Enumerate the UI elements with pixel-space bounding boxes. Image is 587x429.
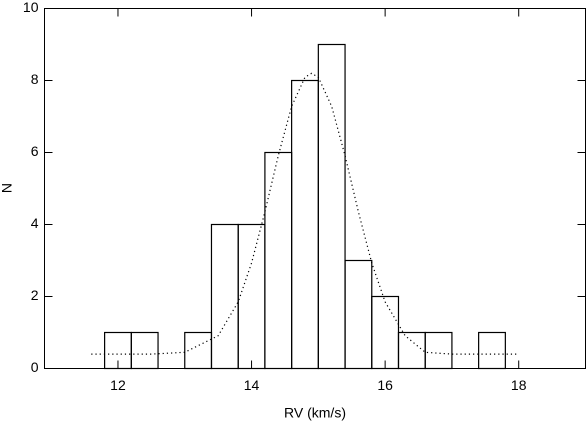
y-tick-label: 0 [31, 359, 39, 375]
bar [317, 43, 346, 370]
bar [291, 79, 319, 370]
bar [397, 331, 426, 370]
y-tick-label: 2 [31, 287, 39, 303]
plot-frame [44, 8, 586, 369]
bar [237, 223, 266, 370]
y-tick-label: 8 [31, 71, 39, 87]
bar [264, 151, 293, 370]
y-tick-label: 6 [31, 143, 39, 159]
fit-curve [91, 72, 519, 355]
bar [184, 331, 213, 370]
x-tick-label: 12 [110, 377, 126, 393]
bar [210, 223, 239, 370]
bar [371, 295, 400, 370]
bar [478, 331, 506, 370]
x-tick-label: 14 [244, 377, 260, 393]
y-axis-label: N [0, 183, 15, 193]
y-tick-label: 4 [31, 215, 39, 231]
bar [344, 259, 373, 370]
x-tick-label: 16 [377, 377, 393, 393]
x-tick-label: 18 [511, 377, 527, 393]
bar [424, 331, 453, 370]
bar [130, 331, 159, 370]
x-axis-label: RV (km/s) [284, 405, 346, 421]
y-tick-label: 10 [23, 0, 39, 15]
